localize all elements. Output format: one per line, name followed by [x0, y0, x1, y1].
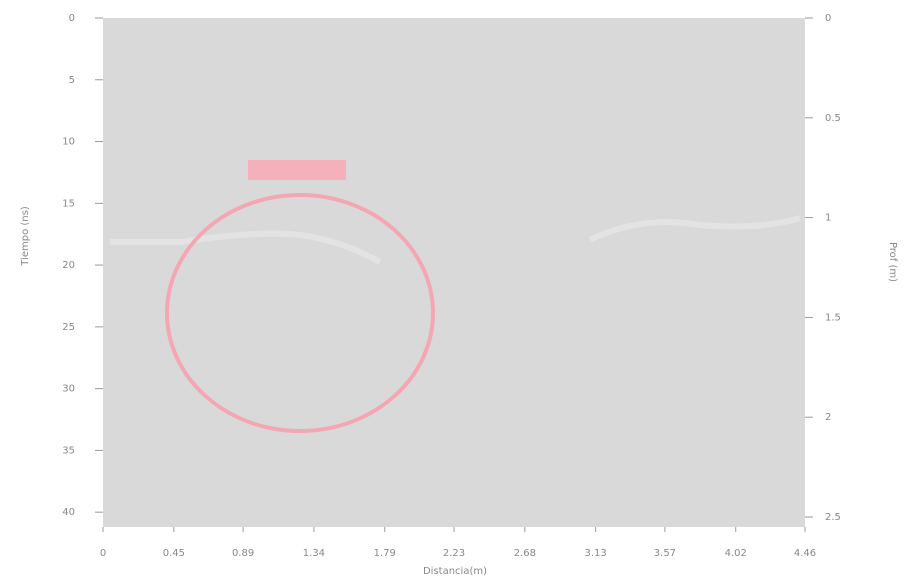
highlight-box	[248, 160, 346, 180]
x-tick-label: 3.57	[654, 548, 676, 559]
y2-axis-label: Prof (m)	[887, 242, 898, 282]
reflection	[588, 215, 801, 243]
y2-tick-label: 2	[825, 412, 831, 423]
y2-tick-label: 1	[825, 213, 831, 224]
y2-tick-label: 0.5	[825, 113, 841, 124]
x-tick-label: 1.79	[374, 548, 396, 559]
y-tick-label: 35	[62, 445, 75, 456]
y-tick-label: 25	[62, 322, 75, 333]
plot-area	[103, 18, 805, 527]
x-tick-label: 4.46	[794, 548, 816, 559]
y-tick-label: 5	[69, 75, 75, 86]
y2-tick-label: 1.5	[825, 312, 841, 323]
y-tick-label: 30	[62, 384, 75, 395]
x-tick-label: 2.23	[443, 548, 465, 559]
highlight-circle	[165, 193, 435, 433]
y2-tick-label: 2.5	[825, 512, 841, 523]
y-tick-label: 15	[62, 198, 75, 209]
x-tick-label: 0.45	[163, 548, 185, 559]
x-axis-label: Distancia(m)	[423, 566, 487, 577]
y2-tick-label: 0	[825, 13, 831, 24]
x-tick-label: 1.34	[303, 548, 325, 559]
y-axis-label: Tiempo (ns)	[20, 206, 31, 267]
x-tick-label: 3.13	[585, 548, 607, 559]
y-tick-label: 40	[62, 507, 75, 518]
reflections	[110, 215, 801, 265]
x-tick-label: 0	[100, 548, 106, 559]
y-tick-label: 20	[62, 260, 75, 271]
y-tick-label: 0	[69, 13, 75, 24]
x-tick-label: 2.68	[514, 548, 536, 559]
reflection	[110, 230, 382, 265]
y-tick-label: 10	[62, 137, 75, 148]
x-tick-label: 4.02	[725, 548, 747, 559]
x-tick-label: 0.89	[232, 548, 254, 559]
